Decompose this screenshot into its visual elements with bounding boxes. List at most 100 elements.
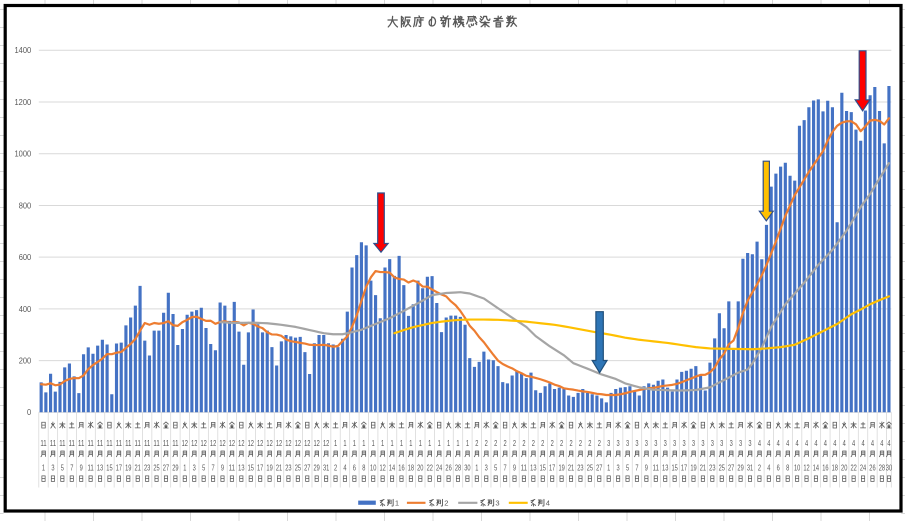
svg-text:1: 1 [183,463,186,473]
svg-text:3: 3 [711,438,714,448]
svg-text:8: 8 [786,463,789,473]
svg-text:14: 14 [389,463,395,473]
svg-text:4: 4 [843,438,846,448]
svg-text:1: 1 [447,438,450,448]
svg-text:26: 26 [869,463,875,473]
svg-text:15: 15 [540,463,546,473]
svg-text:0: 0 [27,408,32,417]
svg-text:12: 12 [379,463,385,473]
svg-text:13: 13 [97,463,103,473]
svg-text:12: 12 [803,463,809,473]
svg-text:3: 3 [617,438,620,448]
svg-text:1000: 1000 [15,150,32,159]
svg-text:3: 3 [692,438,695,448]
svg-text:2: 2 [569,438,572,448]
svg-text:4: 4 [786,438,789,448]
svg-text:9: 9 [80,463,83,473]
svg-text:1: 1 [419,438,422,448]
svg-text:4: 4 [887,438,890,448]
svg-text:9: 9 [221,463,224,473]
svg-text:19: 19 [125,463,131,473]
svg-text:23: 23 [285,463,291,473]
svg-text:1: 1 [390,438,393,448]
svg-text:11: 11 [69,438,75,448]
svg-text:11: 11 [125,438,131,448]
svg-text:3: 3 [654,438,657,448]
svg-text:11: 11 [50,438,56,448]
svg-text:3: 3 [682,438,685,448]
svg-text:2: 2 [598,438,601,448]
svg-text:1400: 1400 [15,46,32,55]
svg-text:4: 4 [805,438,808,448]
svg-text:4: 4 [824,438,827,448]
svg-text:14: 14 [813,463,819,473]
svg-text:3: 3 [51,463,54,473]
svg-text:4: 4 [871,438,874,448]
svg-text:5: 5 [61,463,64,473]
svg-text:4: 4 [777,438,780,448]
svg-text:11: 11 [153,438,159,448]
svg-text:12: 12 [304,438,310,448]
svg-text:21: 21 [568,463,574,473]
svg-text:17: 17 [116,463,122,473]
svg-text:1: 1 [400,438,403,448]
svg-text:2: 2 [532,438,535,448]
svg-text:400: 400 [19,305,32,314]
svg-text:11: 11 [172,438,178,448]
svg-text:18: 18 [832,463,838,473]
svg-text:20: 20 [417,463,423,473]
svg-text:11: 11 [78,438,84,448]
svg-text:31: 31 [747,463,753,473]
svg-text:27: 27 [728,463,734,473]
svg-text:23: 23 [709,463,715,473]
svg-text:17: 17 [681,463,687,473]
svg-text:3: 3 [748,438,751,448]
svg-text:11: 11 [229,463,235,473]
svg-text:11: 11 [87,463,93,473]
svg-text:11: 11 [521,463,527,473]
svg-text:25: 25 [295,463,301,473]
svg-text:21: 21 [700,463,706,473]
svg-text:9: 9 [645,463,648,473]
svg-text:4: 4 [796,438,799,448]
svg-text:4: 4 [852,438,855,448]
svg-text:2: 2 [475,438,478,448]
svg-text:22: 22 [850,463,856,473]
svg-text:3: 3 [635,438,638,448]
svg-text:2: 2 [541,438,544,448]
svg-text:4: 4 [767,438,770,448]
svg-text:3: 3 [720,438,723,448]
svg-text:25: 25 [719,463,725,473]
svg-text:10: 10 [794,463,800,473]
svg-text:5: 5 [202,463,205,473]
svg-text:6: 6 [353,463,356,473]
svg-text:28: 28 [455,463,461,473]
svg-text:19: 19 [266,463,272,473]
svg-text:3: 3 [664,438,667,448]
svg-text:12: 12 [219,438,225,448]
svg-text:3: 3 [626,438,629,448]
svg-text:4: 4 [546,499,550,508]
svg-text:1: 1 [475,463,478,473]
svg-text:25: 25 [587,463,593,473]
svg-text:3: 3 [645,438,648,448]
svg-text:4: 4 [861,438,864,448]
svg-text:11: 11 [653,463,659,473]
svg-text:31: 31 [323,463,329,473]
svg-text:1: 1 [409,438,412,448]
svg-text:24: 24 [860,463,866,473]
svg-text:9: 9 [513,463,516,473]
svg-text:12: 12 [210,438,216,448]
svg-text:200: 200 [19,356,32,365]
svg-text:26: 26 [445,463,451,473]
svg-text:11: 11 [59,438,65,448]
svg-text:11: 11 [87,438,93,448]
svg-text:11: 11 [163,438,169,448]
svg-text:1: 1 [466,438,469,448]
svg-text:29: 29 [737,463,743,473]
svg-text:1: 1 [362,438,365,448]
svg-text:12: 12 [276,438,282,448]
svg-text:4: 4 [758,438,761,448]
svg-text:12: 12 [314,438,320,448]
svg-text:4: 4 [880,438,883,448]
